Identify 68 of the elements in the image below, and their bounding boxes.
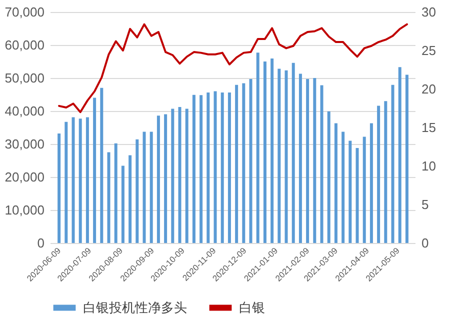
- bar: [72, 117, 75, 243]
- bar: [398, 67, 402, 243]
- bar: [156, 116, 160, 243]
- bar: [270, 58, 274, 243]
- bar: [334, 123, 338, 243]
- bar: [370, 123, 373, 243]
- bar: [292, 62, 295, 243]
- y2-tick-label: 10: [422, 158, 436, 174]
- bar: [228, 92, 231, 243]
- bar: [391, 84, 394, 243]
- bar: [313, 78, 316, 243]
- bar: [284, 70, 288, 243]
- bar: [150, 132, 153, 243]
- y-tick-label: 50,000: [4, 70, 44, 86]
- y-tick-label: 10,000: [4, 202, 44, 218]
- bar: [263, 62, 266, 243]
- bar: [298, 74, 302, 243]
- y2-tick-label: 5: [422, 197, 429, 212]
- bar: [405, 74, 408, 243]
- y-tick-label: 60,000: [4, 38, 44, 52]
- bar: [356, 148, 359, 243]
- bar: [348, 140, 352, 243]
- y2-tick-label: 30: [422, 4, 436, 20]
- y2-tick-label: 0: [422, 236, 429, 250]
- bar: [220, 92, 224, 243]
- bar: [192, 94, 196, 243]
- bar: [214, 91, 217, 243]
- y2-tick-label: 25: [422, 43, 436, 58]
- bar: [256, 52, 260, 243]
- bar: [86, 117, 89, 243]
- bar: [200, 95, 203, 243]
- bar: [78, 118, 82, 243]
- bar: [342, 132, 345, 243]
- bar: [242, 83, 246, 243]
- bar: [107, 152, 110, 243]
- bar: [320, 85, 324, 243]
- bar: [306, 78, 310, 243]
- y-tick-label: 40,000: [4, 104, 44, 118]
- y-tick-label: 20,000: [4, 170, 44, 184]
- bar: [362, 136, 366, 243]
- bar: [384, 101, 388, 243]
- bar: [114, 143, 118, 243]
- bar: [171, 108, 174, 243]
- y2-tick-label: 20: [422, 82, 436, 96]
- bar: [178, 107, 182, 243]
- line-series: [58, 23, 408, 114]
- bar: [278, 68, 281, 243]
- bar: [142, 132, 146, 243]
- bar: [100, 88, 104, 243]
- bar: [327, 111, 330, 243]
- legend-label: 白银投机性净多头: [83, 300, 187, 315]
- y-tick-label: 30,000: [4, 136, 44, 152]
- bar: [185, 108, 188, 243]
- y-tick-label: 0: [37, 236, 44, 250]
- bar: [121, 166, 124, 243]
- y2-tick-label: 15: [422, 120, 436, 135]
- bar: [164, 114, 168, 243]
- bar: [206, 92, 210, 243]
- bar: [93, 98, 96, 243]
- bar: [377, 106, 380, 243]
- bar: [128, 155, 132, 243]
- bar: [58, 133, 61, 243]
- bar: [249, 78, 252, 243]
- bar: [136, 139, 139, 243]
- bar: [235, 84, 238, 243]
- y-tick-label: 70,000: [4, 4, 44, 20]
- bar: [64, 122, 68, 243]
- legend-label: 白银: [239, 300, 265, 315]
